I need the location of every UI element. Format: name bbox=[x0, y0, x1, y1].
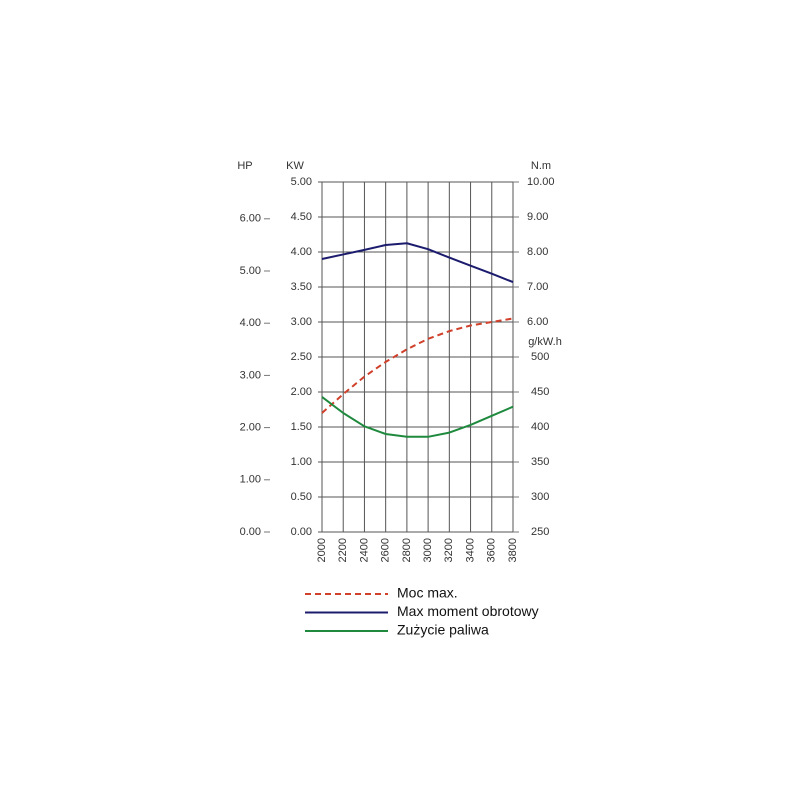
legend-label: Zużycie paliwa bbox=[397, 622, 489, 638]
y-tick-label: 2.50 bbox=[291, 351, 312, 363]
hp-tick-label: 3.00 bbox=[240, 369, 261, 381]
y3-tick-label: 450 bbox=[531, 386, 549, 398]
legend-label: Max moment obrotowy bbox=[397, 603, 539, 619]
y2-tick-label: 8.00 bbox=[527, 246, 548, 258]
series-line bbox=[321, 242, 514, 284]
y-tick-label: 2.00 bbox=[291, 386, 312, 398]
y-tick-label: 3.50 bbox=[291, 281, 312, 293]
y-tick-label: 1.00 bbox=[291, 456, 312, 468]
y3-tick-label: 400 bbox=[531, 421, 549, 433]
y-tick-label: 5.00 bbox=[291, 176, 312, 188]
x-tick-label: 2000 bbox=[316, 538, 328, 562]
y-tick-label: 3.00 bbox=[291, 316, 312, 328]
x-tick-label: 2600 bbox=[380, 538, 392, 562]
legend-label: Moc max. bbox=[397, 585, 458, 601]
hp-tick-label: 1.00 bbox=[240, 474, 261, 486]
x-tick-label: 3600 bbox=[486, 538, 498, 562]
x-tick-label: 3000 bbox=[422, 538, 434, 562]
y-tick-label: 4.50 bbox=[291, 211, 312, 223]
y-tick-label: 0.00 bbox=[291, 526, 312, 538]
y3-tick-label: 300 bbox=[531, 491, 549, 503]
y2-tick-label: 6.00 bbox=[527, 316, 548, 328]
hp-axis-label: HP bbox=[237, 160, 252, 172]
y2-tick-label: 9.00 bbox=[527, 211, 548, 223]
x-tick-label: 2800 bbox=[401, 538, 413, 562]
y3-tick-label: 500 bbox=[531, 351, 549, 363]
y2-tick-label: 7.00 bbox=[527, 281, 548, 293]
x-tick-label: 3400 bbox=[464, 538, 476, 562]
hp-tick-label: 2.00 bbox=[240, 422, 261, 434]
nm-axis-label: N.m bbox=[531, 160, 551, 172]
hp-tick-label: 6.00 bbox=[240, 213, 261, 225]
series-line bbox=[321, 317, 514, 414]
x-tick-label: 2200 bbox=[337, 538, 349, 562]
y3-tick-label: 350 bbox=[531, 456, 549, 468]
x-tick-label: 3200 bbox=[443, 538, 455, 562]
series-line bbox=[321, 396, 514, 438]
hp-tick-label: 5.00 bbox=[240, 265, 261, 277]
x-tick-label: 3800 bbox=[507, 538, 519, 562]
fuel-axis-label: g/kW.h bbox=[528, 336, 562, 348]
y-tick-label: 0.50 bbox=[291, 491, 312, 503]
y-tick-label: 1.50 bbox=[291, 421, 312, 433]
y3-tick-label: 250 bbox=[531, 526, 549, 538]
y-tick-label: 4.00 bbox=[291, 246, 312, 258]
hp-tick-label: 0.00 bbox=[240, 526, 261, 538]
y2-tick-label: 10.00 bbox=[527, 176, 555, 188]
hp-tick-label: 4.00 bbox=[240, 317, 261, 329]
kw-axis-label: KW bbox=[286, 160, 304, 172]
x-tick-label: 2400 bbox=[358, 538, 370, 562]
